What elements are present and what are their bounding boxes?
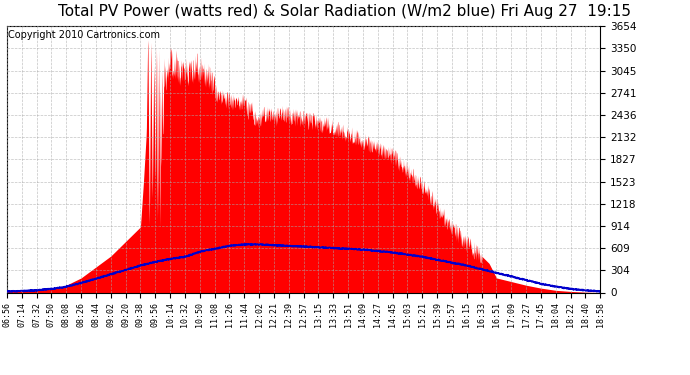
Text: Total PV Power (watts red) & Solar Radiation (W/m2 blue) Fri Aug 27  19:15: Total PV Power (watts red) & Solar Radia… [59, 4, 631, 19]
Text: Copyright 2010 Cartronics.com: Copyright 2010 Cartronics.com [8, 30, 160, 40]
